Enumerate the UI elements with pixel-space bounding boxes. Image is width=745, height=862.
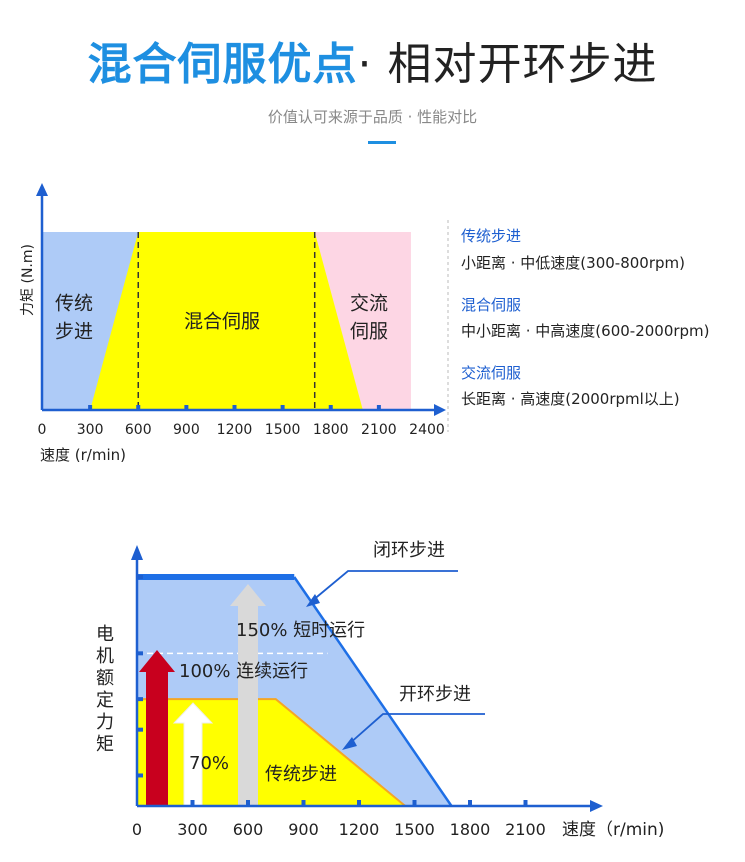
x-tick-label-1: 300 bbox=[77, 422, 104, 438]
y-axis-arrow bbox=[36, 183, 48, 196]
x-tick-6 bbox=[468, 800, 472, 806]
y-tick-4 bbox=[138, 773, 143, 778]
x-axis-arrow bbox=[590, 800, 603, 812]
series-area-open-loop bbox=[137, 699, 406, 806]
y-tick-3 bbox=[138, 727, 143, 732]
x-tick-7 bbox=[523, 800, 528, 806]
callout-line-open-loop bbox=[348, 713, 485, 745]
x-tick-label-7: 2100 bbox=[361, 422, 397, 438]
x-tick-label-2: 600 bbox=[125, 422, 152, 438]
callout-line-closed-loop bbox=[311, 570, 458, 602]
x-tick-label-6: 1800 bbox=[450, 820, 491, 839]
legend-text-hybrid: 中小距离 · 中高速度(600-2000rpm) bbox=[461, 322, 710, 340]
legend-title-ac: 交流伺服 bbox=[461, 364, 522, 382]
x-tick-label-7: 2100 bbox=[505, 820, 546, 839]
x-tick-label-4: 1200 bbox=[217, 422, 253, 438]
page-subtitle: 价值认可来源于品质 · 性能对比 bbox=[267, 108, 478, 126]
label-traditional-stepper: 传统步进 bbox=[265, 764, 337, 785]
x-tick-3 bbox=[301, 800, 306, 806]
y-axis-label: 力矩 (N.m) bbox=[20, 244, 36, 316]
legend-title-stepper: 传统步进 bbox=[461, 227, 522, 245]
legend-text-stepper: 小距离 · 中低速度(300-800rpm) bbox=[461, 254, 685, 272]
arrow-red-100 bbox=[139, 650, 175, 806]
region-hybrid-servo bbox=[90, 232, 363, 410]
y-axis-label-char-2: 额 bbox=[96, 668, 114, 689]
x-tick-label-0: 0 bbox=[132, 820, 142, 839]
region-label-hybrid-0: 混合伺服 bbox=[184, 311, 260, 333]
x-tick-label-5: 1500 bbox=[265, 422, 301, 438]
x-tick-label-1: 300 bbox=[177, 820, 208, 839]
open-loop-outline bbox=[137, 698, 406, 807]
x-tick-5 bbox=[412, 800, 417, 806]
closed-loop-slope-line bbox=[293, 576, 453, 807]
title-highlight: 混合伺服优点 bbox=[87, 39, 358, 90]
x-tick-label-3: 900 bbox=[173, 422, 200, 438]
y-axis-label-char-1: 机 bbox=[96, 646, 114, 667]
callout-arrow-open-loop bbox=[342, 737, 357, 750]
x-tick-label-8: 2400 bbox=[409, 422, 445, 438]
x-tick-label-2: 600 bbox=[233, 820, 264, 839]
region-label-ac-1: 伺服 bbox=[350, 321, 388, 343]
arrow-gray-150 bbox=[230, 584, 266, 806]
x-tick-7 bbox=[376, 405, 381, 410]
region-label-stepper-1: 步进 bbox=[55, 321, 93, 343]
x-tick-label-3: 900 bbox=[288, 820, 319, 839]
callout-label-open-loop: 开环步进 bbox=[399, 684, 471, 705]
x-tick-label-6: 1800 bbox=[313, 422, 349, 438]
arrow-white-70 bbox=[172, 702, 214, 807]
x-tick-2 bbox=[136, 405, 141, 410]
callout-arrow-closed-loop bbox=[306, 594, 320, 607]
x-tick-4 bbox=[232, 405, 237, 410]
legend-text-ac: 长距离 · 高速度(2000rpml以上) bbox=[461, 390, 680, 408]
callout-label-closed-loop: 闭环步进 bbox=[373, 540, 445, 561]
x-axis-label: 速度 (r/min) bbox=[40, 446, 126, 464]
x-axis-arrow bbox=[434, 404, 446, 416]
title-underline bbox=[368, 141, 396, 144]
x-axis-label: 速度（r/min) bbox=[562, 820, 664, 840]
page-title: 混合伺服优点· 相对开环步进 bbox=[0, 28, 745, 92]
x-tick-6 bbox=[328, 405, 333, 410]
x-tick-1 bbox=[88, 405, 93, 410]
label-70: 70% bbox=[189, 753, 229, 774]
x-tick-1 bbox=[190, 800, 195, 806]
legend-title-hybrid: 混合伺服 bbox=[461, 296, 522, 314]
chart-speed-range: 传统步进 混合伺服 交流伺服 0 300 600 900 1200 1500 1800 2100 24… bbox=[20, 183, 449, 464]
y-tick-0 bbox=[138, 575, 143, 579]
label-150-short-run: 150% 短时运行 bbox=[236, 620, 365, 641]
x-tick-3 bbox=[184, 405, 189, 410]
x-tick-label-0: 0 bbox=[38, 422, 47, 438]
x-tick-5 bbox=[280, 405, 285, 410]
y-tick-1 bbox=[138, 651, 143, 656]
x-tick-4 bbox=[357, 800, 361, 806]
y-axis-arrow bbox=[131, 545, 143, 560]
region-label-ac-0: 交流 bbox=[350, 293, 388, 315]
x-tick-label-4: 1200 bbox=[339, 820, 380, 839]
label-100-continuous: 100% 连续运行 bbox=[179, 661, 308, 682]
y-axis-label-char-4: 力 bbox=[96, 712, 114, 733]
title-rest: · 相对开环步进 bbox=[357, 39, 658, 90]
region-label-stepper-0: 传统 bbox=[55, 293, 93, 315]
y-axis-label-char-3: 定 bbox=[96, 690, 114, 711]
y-tick-2 bbox=[138, 697, 143, 702]
y-axis-label-char-0: 电 bbox=[96, 624, 114, 645]
y-axis-label-char-5: 矩 bbox=[96, 734, 114, 755]
x-tick-2 bbox=[246, 800, 250, 806]
x-tick-label-5: 1500 bbox=[394, 820, 435, 839]
